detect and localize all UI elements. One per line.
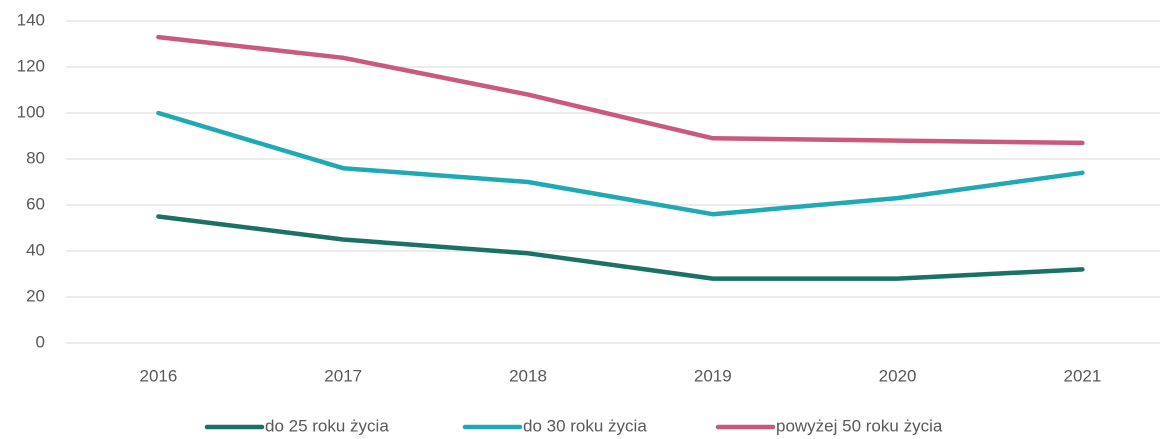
legend-label: do 25 roku życia — [265, 416, 389, 435]
y-tick-label: 100 — [17, 102, 45, 121]
x-tick-label: 2021 — [1063, 366, 1101, 385]
y-tick-label: 120 — [17, 56, 45, 75]
series-line — [156, 34, 1085, 146]
legend-label: powyżej 50 roku życia — [776, 416, 943, 435]
x-tick-label: 2020 — [879, 366, 917, 385]
y-tick-label: 40 — [26, 240, 45, 259]
series-line — [156, 110, 1085, 217]
x-tick-label: 2019 — [694, 366, 732, 385]
y-tick-label: 0 — [36, 332, 45, 351]
legend-label: do 30 roku życia — [523, 416, 647, 435]
x-tick-label: 2018 — [509, 366, 547, 385]
y-tick-label: 20 — [26, 286, 45, 305]
y-tick-label: 140 — [17, 10, 45, 29]
x-tick-label: 2016 — [139, 366, 177, 385]
y-tick-label: 60 — [26, 194, 45, 213]
x-tick-label: 2017 — [324, 366, 362, 385]
series-line — [156, 214, 1085, 281]
y-tick-label: 80 — [26, 148, 45, 167]
